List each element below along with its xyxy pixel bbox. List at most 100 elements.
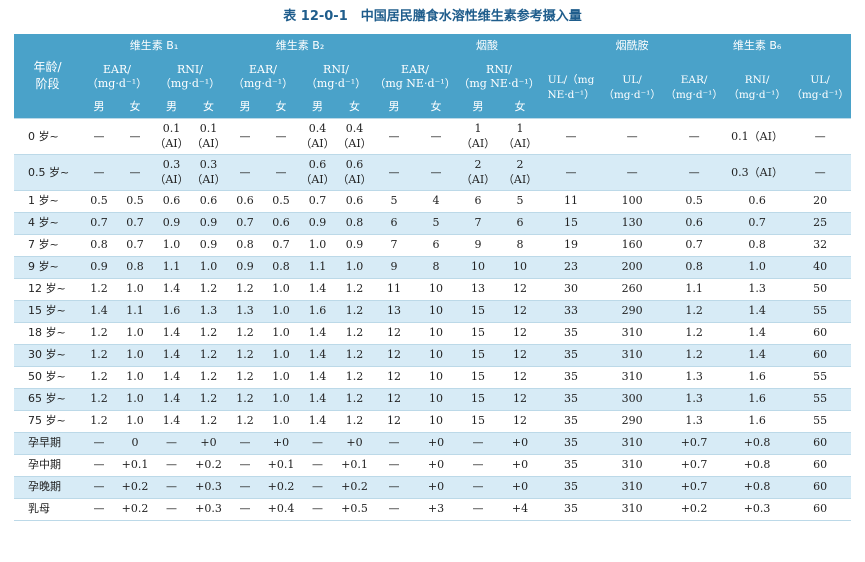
value-cell: +0.1 (117, 453, 153, 476)
value-cell: 0.8 (81, 233, 117, 256)
b1-ear-header: EAR/（mg·d⁻¹） (81, 58, 153, 96)
value-cell: 310 (601, 475, 664, 498)
value-cell: — (789, 117, 852, 154)
value-cell: +0.2 (117, 497, 153, 521)
value-cell: 0.5 (81, 189, 117, 212)
b6-ear-header: EAR/（mg·d⁻¹） (663, 58, 726, 118)
value-cell: 1.2 (190, 277, 228, 300)
value-cell: — (227, 153, 264, 190)
value-cell: 1.2 (227, 277, 264, 300)
value-cell: 1.2 (81, 277, 117, 300)
value-cell: 35 (541, 431, 602, 454)
value-cell: 0.3（AI） (153, 153, 190, 190)
value-cell: 0.9 (336, 233, 374, 256)
value-cell: 1.0 (117, 409, 153, 432)
value-cell: 1.4 (299, 321, 337, 344)
age-stage-cell: 12 岁~ (14, 277, 81, 300)
value-cell: 1.1 (153, 255, 190, 278)
value-cell: 12 (499, 299, 542, 322)
value-cell: 10 (415, 409, 458, 432)
value-cell: 1.0 (263, 299, 300, 322)
age-stage-cell: 75 岁~ (14, 409, 81, 432)
value-line: （AI） (191, 173, 226, 186)
table-body: 0 岁~ — —0.1 （AI） 0.1 （AI） — —0.4 （AI） 0.4 （AI） — —1 （… (14, 117, 852, 521)
value-cell: — (81, 153, 117, 190)
value-cell: 0.7 (725, 211, 790, 234)
b2-rni-header: RNI/（mg·d⁻¹） (299, 58, 374, 96)
value-line: 2 (474, 158, 482, 171)
value-cell: 310 (601, 365, 664, 388)
value-line: 0.4 (345, 122, 364, 135)
value-cell: 55 (789, 365, 852, 388)
value-cell: 0.7 (117, 211, 153, 234)
value-cell: 1.2 (227, 365, 264, 388)
value-line: （AI） (460, 173, 496, 186)
value-cell: 1.0 (117, 343, 153, 366)
value-cell: 11 (541, 189, 602, 212)
value-cell: 0.7 (117, 233, 153, 256)
value-cell: — (153, 453, 190, 476)
value-cell: — (227, 497, 264, 521)
value-cell: 0.9 (299, 211, 337, 234)
value-cell: — (81, 117, 117, 154)
value-cell: +0 (415, 431, 458, 454)
sex-female-header: 女 (190, 96, 228, 118)
value-cell: 1.4 (725, 343, 790, 366)
value-cell: 15 (457, 365, 500, 388)
table-caption: 表 12-0-1 中国居民膳食水溶性维生素参考摄入量 (283, 9, 582, 24)
value-cell: 12 (373, 365, 416, 388)
value-cell: — (299, 453, 337, 476)
value-cell: — (117, 153, 153, 190)
value-cell: — (601, 153, 664, 190)
value-cell: +0.7 (663, 431, 726, 454)
value-cell: 7 (373, 233, 416, 256)
value-cell: 1.1 (299, 255, 337, 278)
value-cell: 23 (541, 255, 602, 278)
value-cell: 1.3 (725, 277, 790, 300)
value-cell: +0.3 (725, 497, 790, 521)
value-cell: 1.4 (153, 409, 190, 432)
value-cell: 1.0 (263, 321, 300, 344)
table-row: 1 岁~ 0.5 0.5 0.6 0.6 0.6 0.5 0.7 0.6 5 4 6 5 11 100 0.5… (14, 189, 852, 212)
niacin-rni-header: RNI/（mg NE·d⁻¹） (457, 58, 542, 96)
value-cell: 0.3（AI） (725, 153, 790, 190)
age-stage-cell: 30 岁~ (14, 343, 81, 366)
value-cell: 1.0 (117, 321, 153, 344)
value-cell: 55 (789, 387, 852, 410)
value-cell: 0.6 (336, 189, 374, 212)
value-cell: 12 (373, 409, 416, 432)
value-cell: — (153, 497, 190, 521)
value-cell: 60 (789, 343, 852, 366)
value-cell: — (81, 497, 117, 521)
value-cell: 1.1 (663, 277, 726, 300)
value-cell: — (373, 475, 416, 498)
b6-ul-header: UL/（mg·d⁻¹） (789, 58, 852, 118)
value-cell: 1.3 (227, 299, 264, 322)
value-cell: +0 (336, 431, 374, 454)
value-cell: 7 (457, 211, 500, 234)
value-cell: 55 (789, 409, 852, 432)
value-cell: 10 (499, 255, 542, 278)
value-cell: 1.0 (725, 255, 790, 278)
value-cell: 1.2 (336, 321, 374, 344)
value-cell: +0.3 (190, 497, 228, 521)
value-cell: 9 (373, 255, 416, 278)
value-cell: 290 (601, 409, 664, 432)
age-stage-header: 年龄/ 阶段 (14, 34, 81, 118)
value-cell: — (299, 475, 337, 498)
age-stage-cell: 65 岁~ (14, 387, 81, 410)
table-row: 4 岁~ 0.7 0.7 0.9 0.9 0.7 0.6 0.9 0.8 6 5 7 6 15 130 0.6… (14, 211, 852, 234)
value-cell: 310 (601, 321, 664, 344)
value-cell: 8 (415, 255, 458, 278)
niacinamide-ul-header: UL/（mg·d⁻¹） (601, 58, 664, 118)
value-cell: 1.2 (336, 343, 374, 366)
value-cell: — (601, 117, 664, 154)
value-cell: +0.4 (263, 497, 300, 521)
value-cell: 0.7 (227, 211, 264, 234)
value-cell: 1.3 (663, 387, 726, 410)
value-cell: 1.4 (153, 343, 190, 366)
table-row: 0 岁~ — —0.1 （AI） 0.1 （AI） — —0.4 （AI） 0.4 （AI） — —1 （… (14, 117, 852, 154)
value-cell: 15 (541, 211, 602, 234)
sex-female-header: 女 (415, 96, 458, 118)
value-cell: +0 (263, 431, 300, 454)
